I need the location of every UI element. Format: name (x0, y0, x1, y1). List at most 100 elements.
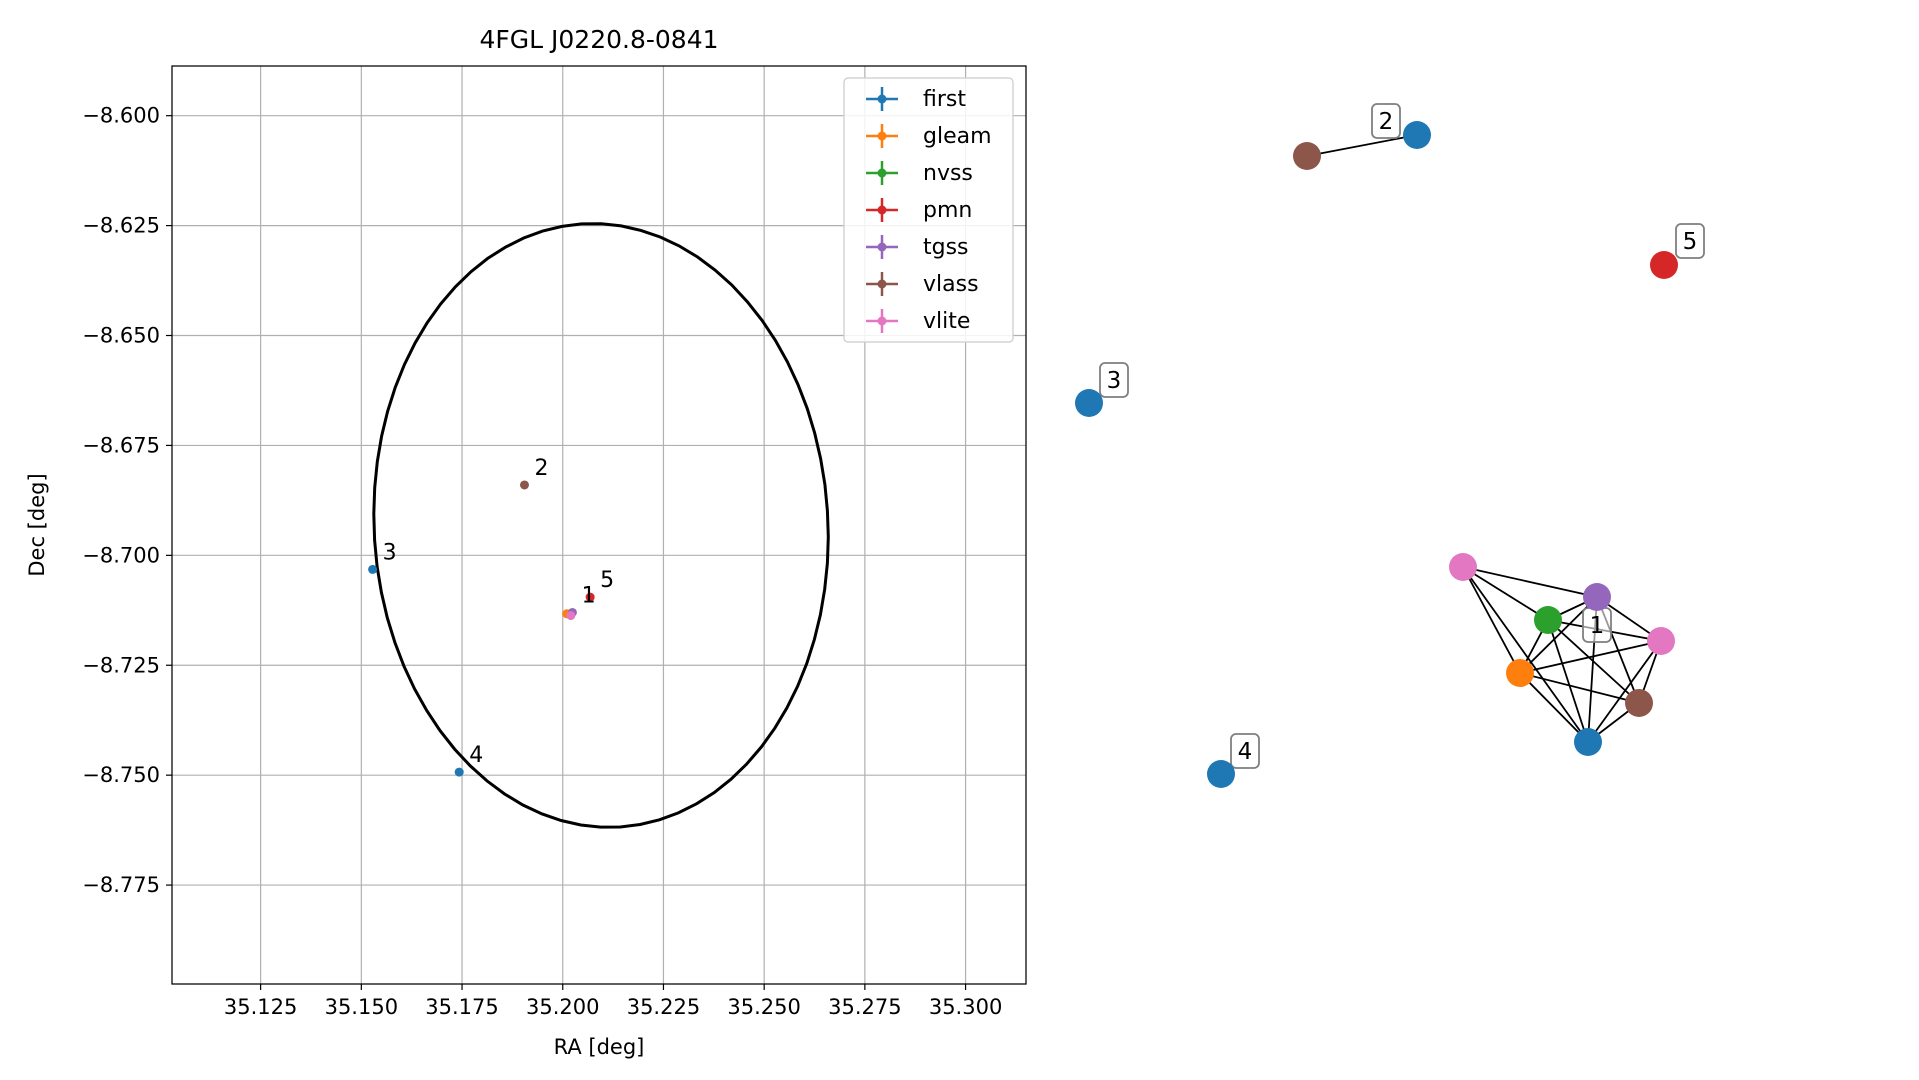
x-tick-label: 35.150 (325, 995, 398, 1019)
legend-entry-nvss: nvss (866, 161, 973, 186)
network-node-first (1207, 760, 1235, 788)
x-tick-label: 35.175 (425, 995, 498, 1019)
x-tick-label: 35.275 (828, 995, 901, 1019)
y-tick-layer: −8.600 −8.625 −8.650 −8.675 −8.700 −8.725 −8.7… (82, 104, 172, 897)
network-edge (1462, 566, 1598, 598)
group-label-box (1675, 223, 1705, 259)
network-edge (1547, 619, 1589, 743)
x-tick-label: 35.125 (224, 995, 297, 1019)
legend-entry-vlite: vlite (866, 309, 970, 334)
network-node-tgss (1583, 583, 1611, 611)
legend: first gleam nvss pmn tgss vlass vlite (843, 77, 1014, 343)
legend-marker-dot (877, 168, 887, 178)
network-node-gleam (1506, 659, 1534, 687)
point-label: 1 (582, 583, 596, 608)
network-edge (1462, 566, 1521, 674)
network-node-first (1075, 389, 1103, 417)
y-tick-label: −8.650 (82, 324, 160, 348)
network-node-vlite (1647, 627, 1675, 655)
network-edge (1547, 619, 1640, 704)
point-vlite (566, 611, 576, 621)
network-edge (1519, 672, 1589, 743)
network-node-vlass (1625, 689, 1653, 717)
point-label: 5 (600, 568, 614, 593)
network-node-nvss (1534, 606, 1562, 634)
grid-layer (172, 66, 1026, 984)
point-first (368, 564, 378, 574)
network-edge (1519, 672, 1640, 704)
network-edge (1306, 134, 1418, 157)
network-node-vlass (1293, 142, 1321, 170)
network-edge (1462, 566, 1549, 621)
legend-label: first (923, 87, 966, 112)
group-label-box (1371, 103, 1401, 139)
y-tick-label: −8.700 (82, 543, 160, 567)
legend-label: vlass (923, 272, 979, 297)
legend-label: pmn (923, 198, 972, 223)
group-label-box (1099, 362, 1129, 398)
legend-box (843, 77, 1014, 343)
plot-frame (171, 65, 1027, 985)
legend-marker-dot (877, 131, 887, 141)
point-pmn (585, 592, 595, 602)
legend-label: nvss (923, 161, 973, 186)
y-tick-label: −8.775 (82, 873, 160, 897)
legend-marker-dot (877, 242, 887, 252)
group-label-layer: 1 2 3 4 5 (1099, 103, 1705, 769)
network-edge (1587, 640, 1662, 743)
x-tick-label: 35.200 (526, 995, 599, 1019)
legend-entry-gleam: gleam (866, 124, 992, 149)
group-label-text: 1 (1590, 613, 1605, 639)
group-label: 1 (1582, 607, 1612, 643)
point-layer (368, 480, 595, 777)
x-tick-label: 35.300 (929, 995, 1002, 1019)
group-label-text: 3 (1107, 368, 1122, 394)
point-label: 4 (469, 743, 483, 768)
y-tick-label: −8.675 (82, 433, 160, 457)
x-axis-label: RA [deg] (554, 1035, 645, 1059)
y-tick-label: −8.750 (82, 763, 160, 787)
x-tick-label: 35.250 (727, 995, 800, 1019)
network-node-pmn (1650, 251, 1678, 279)
network-edge (1519, 640, 1662, 674)
legend-marker-dot (877, 316, 887, 326)
point-label: 3 (383, 540, 397, 565)
localization-ellipse (372, 222, 830, 829)
group-label: 4 (1230, 733, 1260, 769)
point-first (454, 767, 464, 777)
group-label-text: 2 (1379, 109, 1394, 135)
edge-layer (1306, 134, 1662, 743)
chart-title: 4FGL J0220.8-0841 (479, 25, 718, 54)
group-label: 5 (1675, 223, 1705, 259)
legend-entries: first gleam nvss pmn tgss vlass vlite (866, 87, 992, 334)
y-axis-label: Dec [deg] (25, 473, 49, 576)
legend-label: gleam (923, 124, 992, 149)
y-tick-label: −8.725 (82, 653, 160, 677)
network-node-vlite (1449, 553, 1477, 581)
legend-label: vlite (923, 309, 970, 334)
group-label-text: 5 (1683, 229, 1698, 255)
point-label-layer: 2 3 4 51 (383, 456, 615, 768)
legend-marker-dot (877, 279, 887, 289)
legend-entry-vlass: vlass (866, 272, 979, 297)
x-tick-label: 35.225 (627, 995, 700, 1019)
legend-label: tgss (923, 235, 969, 260)
network-node-first (1403, 121, 1431, 149)
group-label-box (1230, 733, 1260, 769)
x-tick-layer: 35.125 35.150 35.175 35.200 35.225 35.250 35.2… (224, 984, 1002, 1019)
legend-entry-tgss: tgss (866, 235, 969, 260)
group-label: 3 (1099, 362, 1129, 398)
point-vlass (519, 480, 529, 490)
legend-marker-dot (877, 94, 887, 104)
point-label: 2 (534, 456, 548, 481)
node-layer (1075, 121, 1678, 788)
group-label: 2 (1371, 103, 1401, 139)
legend-entry-first: first (866, 87, 966, 112)
network-panel: 1 2 3 4 5 (1075, 103, 1705, 788)
group-label-text: 4 (1238, 739, 1253, 765)
y-tick-label: −8.600 (82, 104, 160, 128)
scatter-panel: 35.125 35.150 35.175 35.200 35.225 35.250 35.2… (25, 25, 1027, 1059)
network-edge (1462, 566, 1589, 743)
legend-marker-dot (877, 205, 887, 215)
